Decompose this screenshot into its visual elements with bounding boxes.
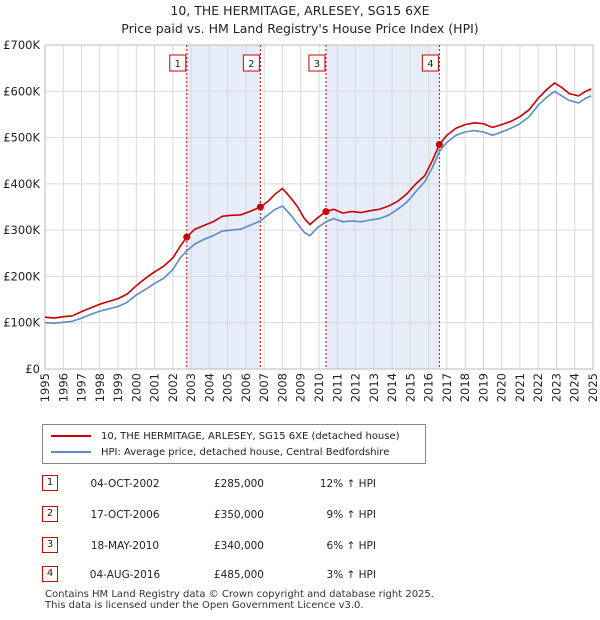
transaction-row: 4 04-AUG-2016 £485,000 3% ↑ HPI: [42, 566, 582, 584]
sale-marker-label: 3: [314, 59, 320, 70]
x-tick-label: 2002: [166, 373, 180, 402]
transaction-price: £350,000: [213, 509, 264, 521]
y-tick-label: £600K: [3, 84, 40, 98]
y-tick-label: £0: [25, 362, 40, 376]
transaction-price: £285,000: [213, 478, 264, 490]
sale-marker-label: 2: [248, 59, 254, 70]
x-tick-label: 2024: [568, 373, 582, 402]
transaction-price: £485,000: [213, 569, 264, 581]
x-tick-label: 2020: [495, 373, 509, 402]
x-tick-label: 2017: [440, 373, 454, 402]
transaction-date: 04-OCT-2002: [90, 478, 160, 490]
sale-point: [256, 203, 264, 211]
x-tick-label: 2001: [148, 373, 162, 402]
transaction-hpi: 9% ↑ HPI: [326, 509, 376, 521]
transaction-number: 2: [42, 506, 58, 522]
sale-marker-label: 4: [427, 59, 433, 70]
x-tick-label: 2010: [312, 373, 326, 402]
x-tick-label: 1995: [38, 373, 52, 402]
transaction-price: £340,000: [213, 540, 264, 552]
x-tick-label: 2014: [385, 373, 399, 402]
y-tick-label: £700K: [3, 38, 40, 52]
x-tick-label: 2018: [458, 373, 472, 402]
x-tick-label: 2016: [422, 373, 436, 402]
transaction-date: 18-MAY-2010: [90, 540, 160, 552]
x-tick-label: 1996: [56, 373, 70, 402]
chart-subtitle: Price paid vs. HM Land Registry's House …: [121, 21, 479, 36]
transaction-hpi: 3% ↑ HPI: [326, 569, 376, 581]
legend-label-property: 10, THE HERMITAGE, ARLESEY, SG15 6XE (de…: [101, 431, 400, 442]
chart-title: 10, THE HERMITAGE, ARLESEY, SG15 6XE: [170, 3, 430, 18]
y-tick-label: £500K: [3, 131, 40, 145]
footer-licence: This data is licensed under the Open Gov…: [45, 600, 364, 611]
x-tick-label: 2025: [586, 373, 600, 402]
legend-item-property: 10, THE HERMITAGE, ARLESEY, SG15 6XE (de…: [51, 430, 400, 444]
x-tick-label: 1997: [75, 373, 89, 402]
x-tick-label: 2023: [549, 373, 563, 402]
series-line-property: [44, 82, 592, 319]
x-tick-label: 2022: [531, 373, 545, 402]
legend-item-hpi: HPI: Average price, detached house, Cent…: [51, 446, 389, 460]
footer-copyright: Contains HM Land Registry data © Crown c…: [45, 589, 434, 600]
y-tick-label: £400K: [3, 177, 40, 191]
y-tick-label: £300K: [3, 223, 40, 237]
x-tick-label: 2006: [239, 373, 253, 402]
y-tick-label: £100K: [3, 316, 40, 330]
footer: Contains HM Land Registry data © Crown c…: [45, 589, 434, 611]
y-tick-label: £200K: [3, 269, 40, 283]
x-tick-label: 2013: [367, 373, 381, 402]
x-tick-label: 2008: [275, 373, 289, 402]
sale-point: [322, 208, 330, 216]
x-tick-label: 2005: [221, 373, 235, 402]
x-tick-label: 2012: [349, 373, 363, 402]
plot-border: [44, 44, 594, 370]
transaction-number: 3: [42, 537, 58, 553]
sale-point: [435, 141, 443, 149]
shaded-span: [186, 45, 261, 369]
transaction-number: 1: [42, 475, 58, 491]
sale-marker-box: [242, 54, 260, 72]
sale-marker-box: [421, 54, 439, 72]
x-tick-label: 2021: [513, 373, 527, 402]
sale-marker-label: 1: [175, 59, 181, 70]
x-tick-label: 1998: [93, 373, 107, 402]
sale-point: [183, 233, 191, 241]
x-tick-label: 2015: [403, 373, 417, 402]
transaction-row: 3 18-MAY-2010 £340,000 6% ↑ HPI: [42, 537, 582, 555]
x-tick-label: 2019: [476, 373, 490, 402]
legend-label-hpi: HPI: Average price, detached house, Cent…: [101, 447, 390, 458]
series-line-hpi: [44, 90, 592, 324]
transaction-row: 1 04-OCT-2002 £285,000 12% ↑ HPI: [42, 475, 582, 493]
transaction-number: 4: [42, 566, 58, 582]
transaction-hpi: 12% ↑ HPI: [319, 478, 376, 490]
sale-marker-box: [308, 54, 326, 72]
x-tick-label: 2004: [202, 373, 216, 402]
x-tick-label: 2007: [257, 373, 271, 402]
x-tick-label: 2009: [294, 373, 308, 402]
x-tick-label: 2011: [330, 373, 344, 402]
legend-swatch-hpi: [51, 451, 91, 453]
transaction-hpi: 6% ↑ HPI: [326, 540, 376, 552]
transaction-row: 2 17-OCT-2006 £350,000 9% ↑ HPI: [42, 506, 582, 524]
transaction-date: 17-OCT-2006: [90, 509, 160, 521]
legend: 10, THE HERMITAGE, ARLESEY, SG15 6XE (de…: [42, 424, 426, 464]
price-chart: £0 £100K £200K £300K £400K £500K £600K £700K 199…: [3, 38, 600, 402]
x-tick-label: 2000: [129, 373, 143, 402]
legend-swatch-property: [51, 435, 91, 437]
x-tick-label: 2003: [184, 373, 198, 402]
transaction-date: 04-AUG-2016: [89, 569, 161, 581]
shaded-span: [325, 45, 440, 369]
x-tick-label: 1999: [111, 373, 125, 402]
sale-marker-box: [169, 54, 187, 72]
